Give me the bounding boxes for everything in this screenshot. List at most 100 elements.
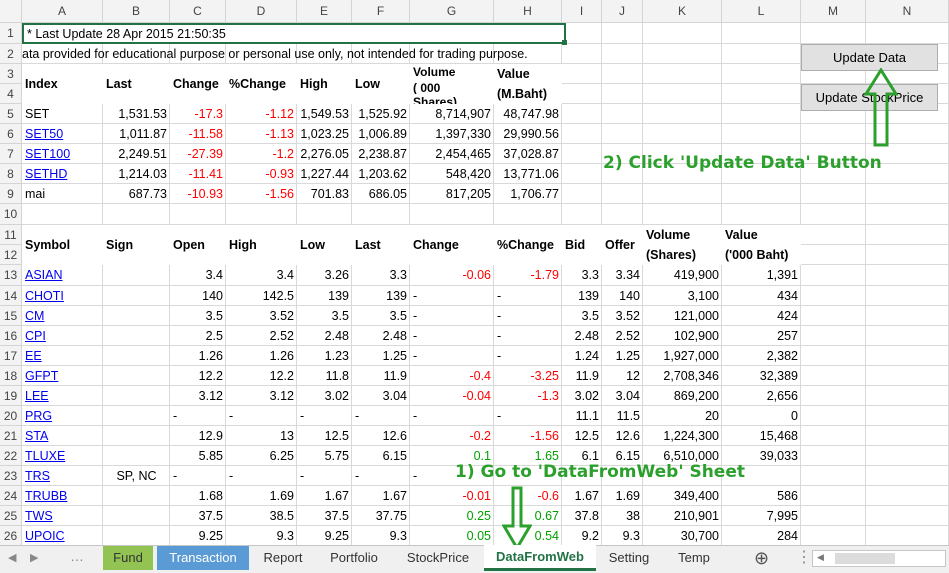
select-all-corner[interactable] bbox=[0, 0, 22, 23]
row-header[interactable]: 24 bbox=[0, 486, 22, 506]
scroll-left-arrow-icon[interactable]: ◀ bbox=[817, 552, 824, 562]
column-gridline bbox=[561, 23, 562, 545]
stock-symbol-link[interactable]: PRG bbox=[25, 409, 53, 423]
index-high: 1,549.53 bbox=[300, 107, 349, 121]
stock-high: 1.26 bbox=[269, 349, 294, 363]
sheet-tab-datafromweb[interactable]: DataFromWeb bbox=[484, 545, 596, 571]
row-header[interactable]: 11 bbox=[0, 225, 22, 245]
index-value: 48,747.98 bbox=[503, 107, 559, 121]
fill-handle[interactable] bbox=[562, 40, 567, 45]
volume-header-unit: (Shares) bbox=[643, 245, 722, 265]
row-header[interactable]: 10 bbox=[0, 204, 22, 225]
row-header[interactable]: 2 bbox=[0, 44, 22, 64]
row-header[interactable]: 4 bbox=[0, 84, 22, 104]
index-volume: 817,205 bbox=[445, 187, 491, 201]
sheet-tab-stockprice[interactable]: StockPrice bbox=[406, 550, 470, 565]
sheet-tab-temp[interactable]: Temp bbox=[678, 550, 710, 565]
selected-cell-a1[interactable]: * Last Update 28 Apr 2015 21:50:35 bbox=[22, 23, 566, 44]
volume-header: Shares) bbox=[410, 94, 494, 104]
row-header[interactable]: 20 bbox=[0, 406, 22, 426]
tab-options-icon[interactable]: ⋮ bbox=[796, 549, 812, 566]
stock-pctchange: - bbox=[497, 409, 502, 423]
row-header[interactable]: 6 bbox=[0, 124, 22, 144]
stock-last: 12.6 bbox=[382, 429, 407, 443]
column-header[interactable]: C bbox=[170, 0, 226, 23]
stock-symbol-link[interactable]: TWS bbox=[25, 509, 53, 523]
row-header[interactable]: 26 bbox=[0, 526, 22, 545]
index-name[interactable]: SETHD bbox=[25, 167, 68, 181]
horizontal-scrollbar[interactable]: ◀ bbox=[812, 550, 946, 567]
sheet-tab-fund[interactable]: Fund bbox=[103, 546, 153, 570]
stock-bid: 1.24 bbox=[574, 349, 599, 363]
row-header[interactable]: 13 bbox=[0, 265, 22, 286]
stock-sign bbox=[103, 326, 170, 346]
scrollbar-thumb[interactable] bbox=[835, 553, 895, 564]
column-header[interactable]: E bbox=[297, 0, 352, 23]
row-header[interactable]: 18 bbox=[0, 366, 22, 386]
row-header[interactable]: 9 bbox=[0, 184, 22, 204]
row-header[interactable]: 19 bbox=[0, 386, 22, 406]
stock-offer: 38 bbox=[626, 509, 640, 523]
stock-symbol-link[interactable]: TLUXE bbox=[25, 449, 66, 463]
column-header[interactable]: L bbox=[722, 0, 801, 23]
stock-symbol-link[interactable]: GFPT bbox=[25, 369, 59, 383]
row-header[interactable]: 12 bbox=[0, 245, 22, 265]
stock-high: - bbox=[229, 409, 234, 423]
stock-value: 2,382 bbox=[766, 349, 798, 363]
sheet-tab-report[interactable]: Report bbox=[263, 550, 303, 565]
column-header[interactable]: M bbox=[801, 0, 866, 23]
sheet-tab-portfolio[interactable]: Portfolio bbox=[330, 550, 378, 565]
row-gridline bbox=[22, 203, 949, 204]
stock-symbol-link[interactable]: STA bbox=[25, 429, 49, 443]
column-header[interactable]: F bbox=[352, 0, 410, 23]
column-header[interactable]: D bbox=[226, 0, 297, 23]
row-header[interactable]: 23 bbox=[0, 466, 22, 486]
row-header[interactable]: 3 bbox=[0, 64, 22, 84]
scroll-right-icon[interactable]: ▶ bbox=[30, 552, 39, 564]
stock-change: - bbox=[413, 329, 418, 343]
row-header[interactable]: 21 bbox=[0, 426, 22, 446]
row-header[interactable]: 15 bbox=[0, 306, 22, 326]
row-header[interactable]: 5 bbox=[0, 104, 22, 124]
index-name[interactable]: SET100 bbox=[25, 147, 71, 161]
stock-symbol-link[interactable]: CPI bbox=[25, 329, 46, 343]
column-header[interactable]: G bbox=[410, 0, 494, 23]
stock-offer: 3.34 bbox=[615, 268, 640, 282]
stock-pctchange: 0.54 bbox=[534, 529, 559, 543]
more-sheets-icon[interactable]: … bbox=[70, 548, 84, 564]
add-sheet-icon[interactable]: ⊕ bbox=[754, 548, 770, 568]
column-header[interactable]: H bbox=[494, 0, 562, 23]
stock-symbol-link[interactable]: CHOTI bbox=[25, 289, 64, 303]
column-header[interactable]: K bbox=[643, 0, 722, 23]
update-data-button[interactable]: Update Data bbox=[801, 44, 938, 71]
stock-symbol-link[interactable]: TRS bbox=[25, 469, 50, 483]
row-header[interactable]: 25 bbox=[0, 506, 22, 526]
column-header[interactable]: A bbox=[22, 0, 103, 23]
column-header[interactable]: J bbox=[602, 0, 643, 23]
row-header[interactable]: 14 bbox=[0, 286, 22, 306]
stock-pctchange: -3.25 bbox=[530, 369, 560, 383]
stock-symbol-link[interactable]: CM bbox=[25, 309, 45, 323]
index-name[interactable]: SET50 bbox=[25, 127, 64, 141]
row-header[interactable]: 16 bbox=[0, 326, 22, 346]
column-header[interactable]: B bbox=[103, 0, 170, 23]
high-header: High bbox=[297, 64, 352, 104]
index-change: -10.93 bbox=[187, 187, 223, 201]
low-header: Low bbox=[352, 64, 410, 104]
sheet-tab-setting[interactable]: Setting bbox=[608, 550, 650, 565]
row-header[interactable]: 8 bbox=[0, 164, 22, 184]
column-header[interactable]: I bbox=[562, 0, 602, 23]
scroll-left-icon[interactable]: ◀ bbox=[8, 552, 17, 564]
stock-symbol-link[interactable]: TRUBB bbox=[25, 489, 68, 503]
sheet-tab-transaction[interactable]: Transaction bbox=[157, 546, 249, 570]
row-header[interactable]: 7 bbox=[0, 144, 22, 164]
stock-symbol-link[interactable]: ASIAN bbox=[25, 268, 63, 282]
stock-symbol-link[interactable]: LEE bbox=[25, 389, 49, 403]
row-header[interactable]: 17 bbox=[0, 346, 22, 366]
stock-symbol-link[interactable]: UPOIC bbox=[25, 529, 65, 543]
column-header[interactable]: N bbox=[866, 0, 949, 23]
row-header[interactable]: 22 bbox=[0, 446, 22, 466]
row-header[interactable]: 1 bbox=[0, 23, 22, 44]
spreadsheet-grid[interactable]: A B C D E F G H I J K L M N 1 2 3 4 5 6 7 8 9 10 11 12 13 14 15 16 17 1… bbox=[0, 0, 949, 545]
stock-symbol-link[interactable]: EE bbox=[25, 349, 42, 363]
